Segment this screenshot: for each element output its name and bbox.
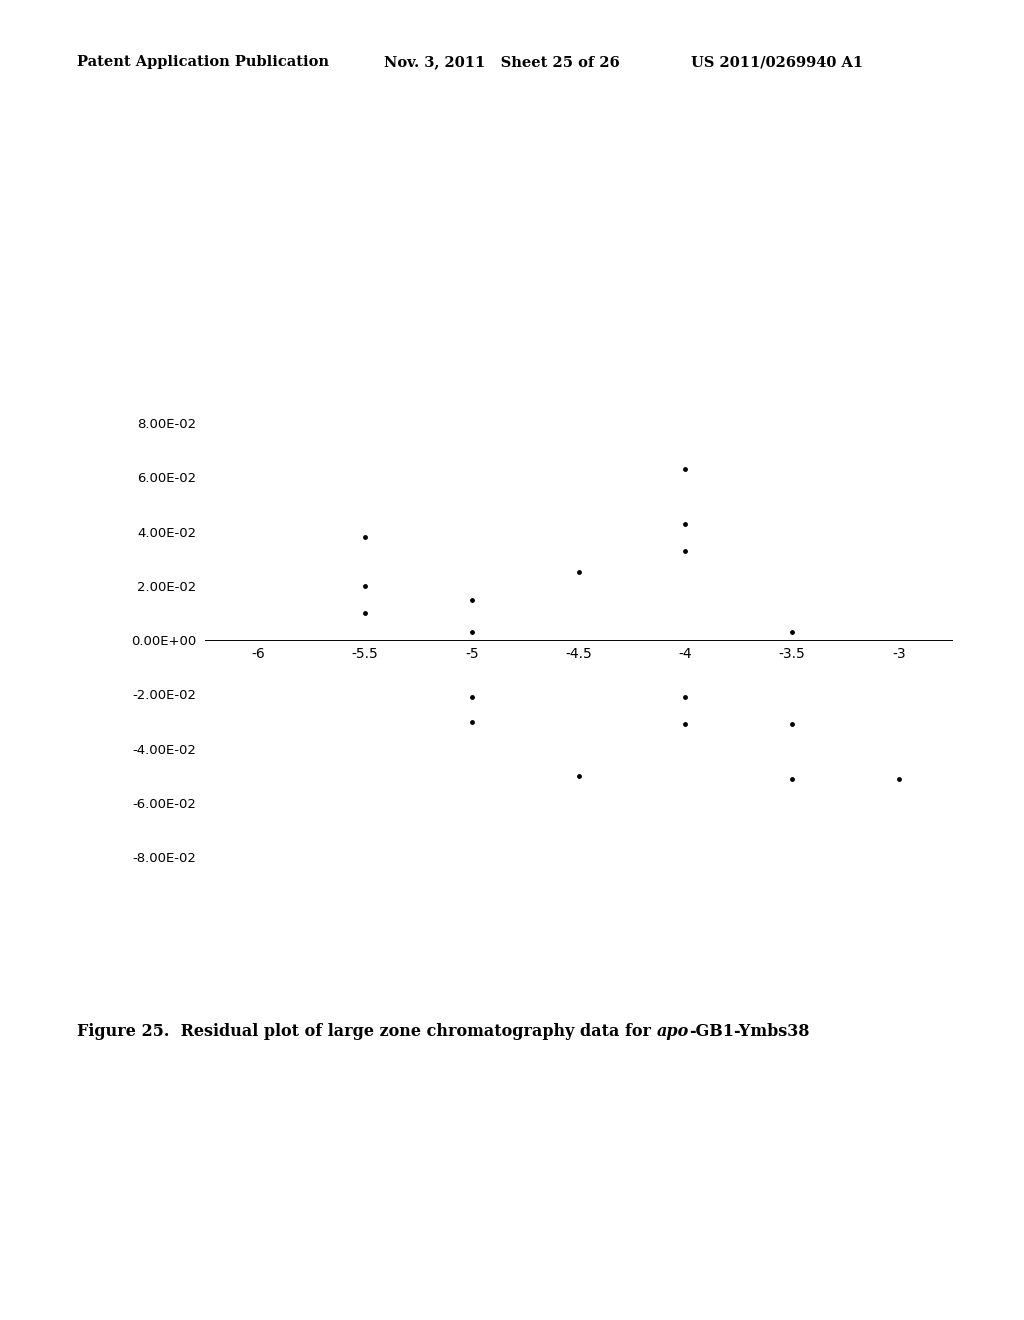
- Text: apo: apo: [656, 1023, 689, 1040]
- Text: US 2011/0269940 A1: US 2011/0269940 A1: [691, 55, 863, 70]
- Text: -GB1-Ymbs38: -GB1-Ymbs38: [689, 1023, 809, 1040]
- Text: Nov. 3, 2011   Sheet 25 of 26: Nov. 3, 2011 Sheet 25 of 26: [384, 55, 620, 70]
- Text: Patent Application Publication: Patent Application Publication: [77, 55, 329, 70]
- Text: Figure 25.  Residual plot of large zone chromatography data for: Figure 25. Residual plot of large zone c…: [77, 1023, 656, 1040]
